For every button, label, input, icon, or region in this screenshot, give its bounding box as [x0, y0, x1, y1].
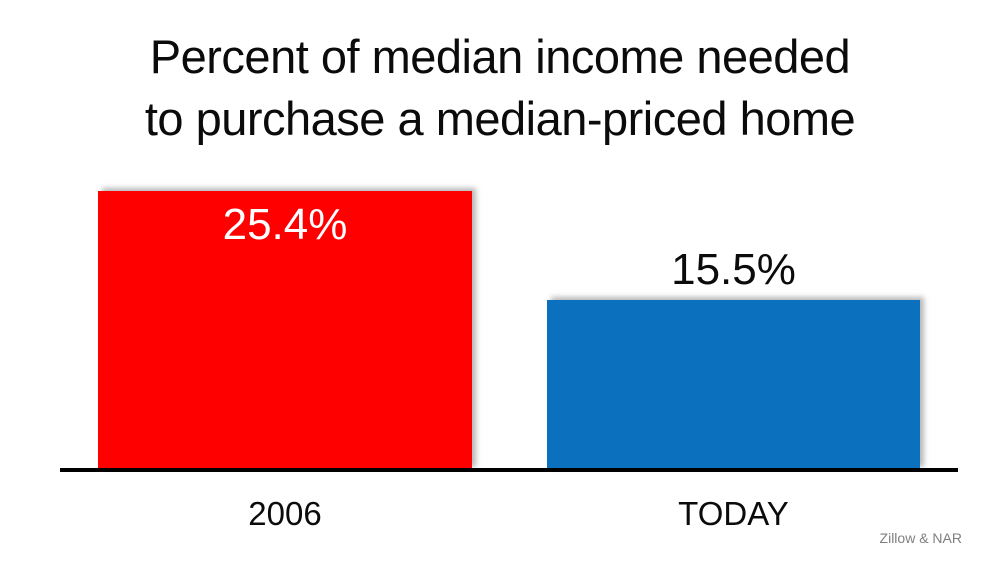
bar-group-2006: 25.4% 2006: [98, 191, 472, 532]
x-axis-line: [60, 468, 958, 472]
bar-group-today: 15.5% TODAY: [547, 191, 920, 532]
plot-area: 25.4% 2006 15.5% TODAY: [60, 191, 958, 532]
chart-title-line-2: to purchase a median-priced home: [144, 92, 856, 145]
chart-title-line-1: Percent of median income needed: [149, 30, 851, 83]
value-label: 25.4%: [222, 200, 348, 249]
source-attribution: Zillow & NAR: [879, 530, 962, 546]
bar: 25.4%: [98, 191, 472, 470]
category-label: 2006: [248, 495, 322, 532]
value-label: 15.5%: [671, 244, 796, 294]
bar: 15.5%: [547, 247, 920, 470]
category-label: TODAY: [678, 495, 789, 532]
chart-title: Percent of median income needed to purch…: [0, 26, 1000, 150]
